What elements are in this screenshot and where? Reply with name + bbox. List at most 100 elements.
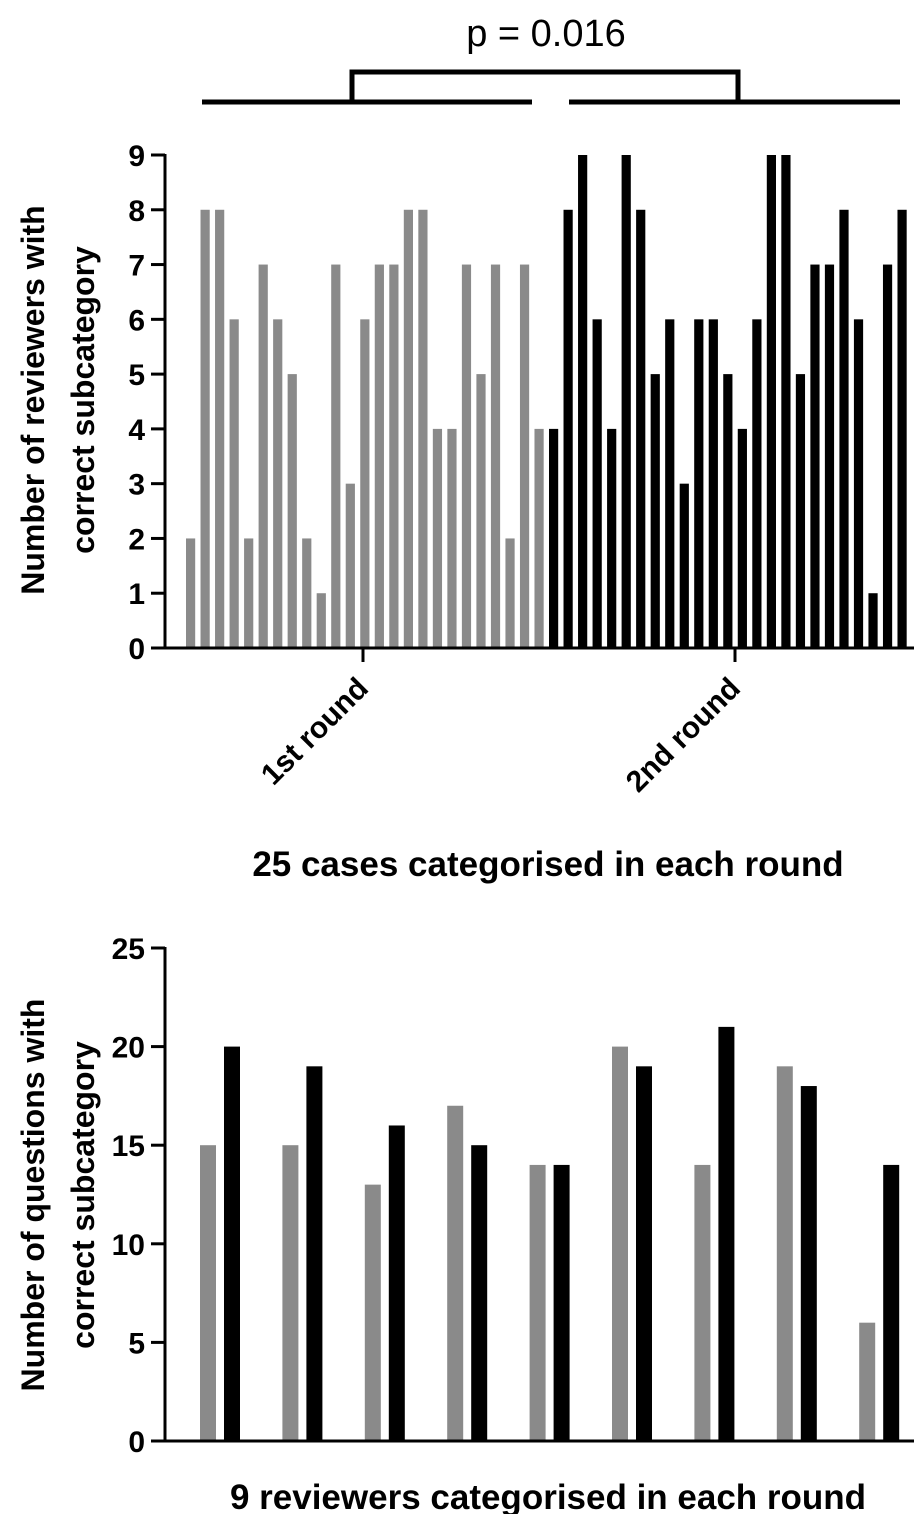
chart1-bar-round2-case-23 xyxy=(868,593,878,648)
chart1-bar-round1-case-16 xyxy=(403,209,413,648)
chart1-y-axis-title-line2: correct subcategory xyxy=(65,246,101,554)
chart1-bar-round2-case-22 xyxy=(853,319,864,648)
chart1-bar-round1-case-20 xyxy=(461,264,472,648)
chart2-x-axis-title: 9 reviewers categorised in each round xyxy=(230,1478,866,1514)
chart2-bar-reviewer-8-round2 xyxy=(800,1086,817,1441)
chart2-y-tick-label: 5 xyxy=(128,1327,145,1360)
chart1-y-tick-label: 7 xyxy=(128,250,145,283)
chart1-bar-round2-case-15 xyxy=(752,319,762,648)
chart1-bar-round1-case-22 xyxy=(490,264,501,648)
chart1-bar-round2-case-6 xyxy=(621,155,631,648)
chart1-bar-round2-case-17 xyxy=(781,155,791,648)
chart1-bar-round2-case-4 xyxy=(592,319,602,648)
chart1-bar-round1-case-21 xyxy=(476,374,486,648)
chart1-bar-round2-case-5 xyxy=(607,428,617,648)
chart1-y-tick-label: 0 xyxy=(128,633,145,666)
chart2-bar-reviewer-4-round1 xyxy=(447,1105,464,1441)
chart2-y-tick-label: 15 xyxy=(112,1130,145,1163)
chart2-y-tick-label: 20 xyxy=(112,1032,145,1065)
chart1-bar-round1-case-15 xyxy=(389,264,399,648)
chart1-y-tick-label: 8 xyxy=(128,195,145,228)
chart2-bar-reviewer-5-round2 xyxy=(553,1164,570,1441)
chart1-bar-round1-case-23 xyxy=(505,538,515,648)
chart2-bar-reviewer-9-round2 xyxy=(883,1164,900,1441)
chart1-x-axis-title: 25 cases categorised in each round xyxy=(252,845,843,884)
chart1-y-tick-label: 2 xyxy=(128,523,145,556)
chart1-y-tick-label: 5 xyxy=(128,359,145,392)
chart2-bar-reviewer-3-round1 xyxy=(364,1184,381,1441)
chart1-bar-round1-case-12 xyxy=(345,483,355,648)
chart2-bar-reviewer-5-round1 xyxy=(529,1164,546,1441)
chart2-bar-reviewer-6-round1 xyxy=(612,1046,628,1441)
chart1-bar-round1-case-24 xyxy=(519,264,530,648)
chart1-y-tick-label: 1 xyxy=(128,578,145,611)
chart1-bar-round1-case-3 xyxy=(215,209,225,648)
p-value-annotation: p = 0.016 xyxy=(466,13,626,55)
chart1-y-axis-title-line1: Number of reviewers with xyxy=(15,205,51,594)
chart1-bar-round1-case-9 xyxy=(302,538,312,648)
chart1-bar-round1-case-19 xyxy=(447,428,457,648)
chart2-y-axis: 0 5 10 15 20 25 xyxy=(112,933,167,1459)
chart1-bar-round2-case-20 xyxy=(824,264,835,648)
chart2-bar-reviewer-9-round1 xyxy=(859,1322,876,1441)
chart1-y-tick-label: 3 xyxy=(128,469,145,502)
chart-reviewers-per-round: 0 5 10 15 20 25 9 reviewers categorised in ea… xyxy=(15,933,914,1514)
chart2-bar-reviewer-7-round1 xyxy=(694,1164,711,1441)
chart1-group-label-round1: 1st round xyxy=(255,672,375,792)
chart1-bar-round2-case-9 xyxy=(665,319,675,648)
chart2-y-tick-label: 0 xyxy=(128,1426,145,1459)
chart1-bar-round1-case-25 xyxy=(534,428,544,648)
chart1-bar-round1-case-13 xyxy=(360,319,370,648)
chart1-bar-round1-case-10 xyxy=(316,593,326,648)
chart1-bar-round2-case-18 xyxy=(795,374,806,648)
chart1-y-tick-label: 6 xyxy=(128,304,145,337)
chart2-bar-reviewer-7-round2 xyxy=(718,1026,735,1441)
chart2-bar-reviewer-4-round2 xyxy=(471,1145,488,1441)
chart2-bar-reviewer-1-round1 xyxy=(200,1145,216,1441)
chart1-bar-round2-case-14 xyxy=(737,428,747,648)
chart2-y-axis-title-line1: Number of questions with xyxy=(15,999,51,1392)
chart1-bar-round2-case-2 xyxy=(563,209,573,648)
chart1-bar-round2-case-12 xyxy=(708,319,718,648)
chart1-bar-round2-case-3 xyxy=(578,155,588,648)
chart1-bar-round2-case-8 xyxy=(650,374,660,648)
chart1-bar-round1-case-17 xyxy=(418,209,428,648)
chart1-bar-round2-case-10 xyxy=(679,483,689,648)
chart1-bar-round2-case-11 xyxy=(694,319,704,648)
chart1-bar-round1-case-2 xyxy=(200,209,210,648)
chart1-bar-round1-case-5 xyxy=(244,538,254,648)
chart1-bar-round2-case-16 xyxy=(766,155,776,648)
chart1-bar-round2-case-19 xyxy=(810,264,820,648)
chart1-bar-round2-case-24 xyxy=(882,264,893,648)
chart1-bar-round2-case-25 xyxy=(897,209,907,648)
chart2-bars xyxy=(200,1026,900,1441)
chart1-bar-round1-case-4 xyxy=(229,319,239,648)
significance-bracket xyxy=(202,69,900,105)
chart2-y-tick-label: 10 xyxy=(112,1229,145,1262)
chart2-bar-reviewer-3-round2 xyxy=(388,1125,405,1441)
chart1-y-tick-label: 4 xyxy=(128,414,145,447)
chart1-y-axis: 0 1 2 3 4 5 6 7 8 9 xyxy=(128,140,167,666)
chart1-bar-round1-case-1 xyxy=(186,538,196,648)
chart1-bars xyxy=(186,155,907,648)
chart2-bar-reviewer-6-round2 xyxy=(636,1066,652,1441)
chart1-bar-round1-case-8 xyxy=(287,374,297,648)
chart1-bar-round1-case-11 xyxy=(331,264,341,648)
chart1-bar-round1-case-6 xyxy=(258,264,268,648)
chart2-y-axis-title-line2: correct subcategory xyxy=(65,1041,101,1349)
chart1-bar-round2-case-13 xyxy=(723,374,733,648)
chart1-bar-round2-case-21 xyxy=(839,209,849,648)
chart2-bar-reviewer-2-round1 xyxy=(282,1145,299,1441)
chart1-bar-round1-case-7 xyxy=(273,319,283,648)
chart1-bar-round1-case-14 xyxy=(374,264,384,648)
chart1-y-tick-label: 9 xyxy=(128,140,145,173)
chart2-bar-reviewer-2-round2 xyxy=(306,1066,323,1441)
chart-cases-per-round: 0 1 2 3 4 5 6 7 8 9 1st round 2nd round 25 cases … xyxy=(15,13,914,884)
chart2-y-tick-label: 25 xyxy=(112,933,145,966)
chart1-group-label-round2: 2nd round xyxy=(620,672,747,799)
chart2-bar-reviewer-1-round2 xyxy=(224,1046,240,1441)
chart1-bar-round2-case-1 xyxy=(549,428,559,648)
chart1-bar-round2-case-7 xyxy=(636,209,646,648)
chart2-bar-reviewer-8-round1 xyxy=(776,1066,793,1441)
